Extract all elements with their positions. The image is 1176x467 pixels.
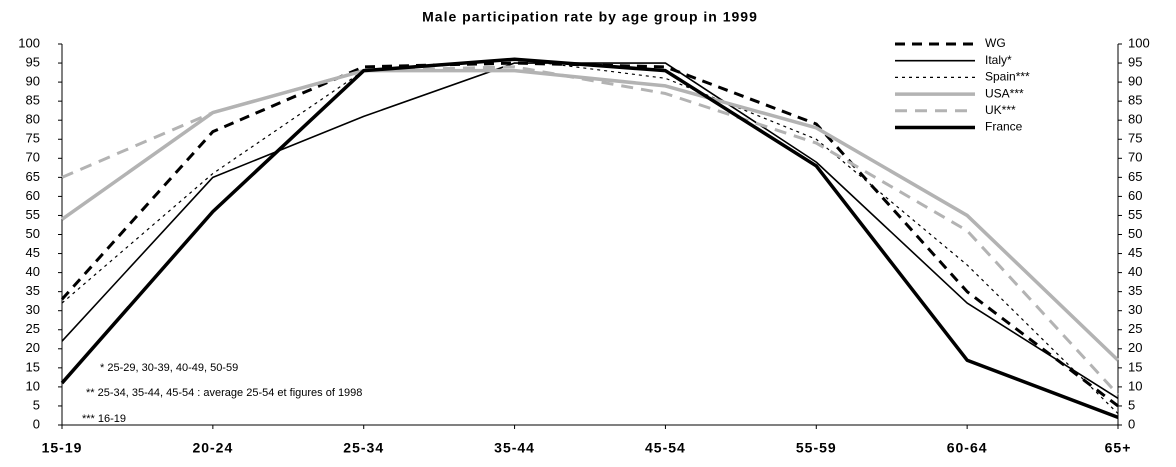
- y-tick-label: 30: [26, 302, 40, 317]
- y-tick-label: 5: [33, 397, 40, 412]
- x-tick-label: 35-44: [494, 440, 535, 456]
- x-tick-label: 20-24: [192, 440, 233, 456]
- y2-tick-label: 55: [1128, 207, 1142, 222]
- y2-tick-label: 40: [1128, 264, 1142, 279]
- y-tick-label: 80: [26, 112, 40, 127]
- y2-tick-label: 70: [1128, 150, 1142, 165]
- y2-tick-label: 100: [1128, 35, 1150, 50]
- y-tick-label: 60: [26, 188, 40, 203]
- y-tick-label: 65: [26, 169, 40, 184]
- legend-label: UK***: [985, 103, 1016, 117]
- y-tick-label: 10: [26, 378, 40, 393]
- y2-tick-label: 80: [1128, 112, 1142, 127]
- chart-title: Male participation rate by age group in …: [422, 9, 758, 25]
- y-tick-label: 75: [26, 131, 40, 146]
- y-tick-label: 20: [26, 340, 40, 355]
- x-tick-label: 15-19: [42, 440, 83, 456]
- y-tick-label: 100: [18, 35, 40, 50]
- legend-label: USA***: [985, 86, 1024, 100]
- y2-tick-label: 10: [1128, 378, 1142, 393]
- x-tick-label: 65+: [1105, 440, 1132, 456]
- annotation: ** 25-34, 35-44, 45-54 : average 25-54 e…: [86, 387, 362, 399]
- y-tick-label: 50: [26, 226, 40, 241]
- y-tick-label: 95: [26, 54, 40, 69]
- y-tick-label: 25: [26, 321, 40, 336]
- y2-tick-label: 65: [1128, 169, 1142, 184]
- y-tick-label: 40: [26, 264, 40, 279]
- y2-tick-label: 85: [1128, 93, 1142, 108]
- annotation: *** 16-19: [82, 413, 126, 425]
- y-tick-label: 15: [26, 359, 40, 374]
- y2-tick-label: 50: [1128, 226, 1142, 241]
- y-tick-label: 70: [26, 150, 40, 165]
- y-tick-label: 90: [26, 74, 40, 89]
- y-tick-label: 55: [26, 207, 40, 222]
- y2-tick-label: 30: [1128, 302, 1142, 317]
- y-tick-label: 85: [26, 93, 40, 108]
- x-tick-label: 60-64: [947, 440, 988, 456]
- series-line: [60, 61, 1119, 408]
- y-tick-label: 45: [26, 245, 40, 260]
- legend-label: Spain***: [985, 70, 1030, 84]
- y-tick-label: 0: [33, 416, 40, 431]
- series-line: [60, 68, 1120, 362]
- series-line: [60, 57, 1119, 420]
- y2-tick-label: 75: [1128, 131, 1142, 146]
- y2-tick-label: 20: [1128, 340, 1142, 355]
- x-tick-label: 55-59: [796, 440, 837, 456]
- y2-tick-label: 45: [1128, 245, 1142, 260]
- y2-tick-label: 35: [1128, 283, 1142, 298]
- legend-label: Italy*: [985, 53, 1012, 67]
- y-tick-label: 35: [26, 283, 40, 298]
- series-line: [61, 62, 1119, 400]
- y2-tick-label: 0: [1128, 416, 1135, 431]
- series-line: [61, 65, 1120, 396]
- legend-label: France: [985, 120, 1023, 134]
- annotation: * 25-29, 30-39, 40-49, 50-59: [100, 362, 238, 374]
- x-tick-label: 45-54: [645, 440, 686, 456]
- x-tick-label: 25-34: [343, 440, 384, 456]
- y2-tick-label: 15: [1128, 359, 1142, 374]
- y2-tick-label: 5: [1128, 397, 1135, 412]
- series-line: [61, 58, 1119, 414]
- y2-tick-label: 95: [1128, 54, 1142, 69]
- y2-tick-label: 90: [1128, 74, 1142, 89]
- legend-label: WG: [985, 36, 1006, 50]
- y2-tick-label: 25: [1128, 321, 1142, 336]
- y2-tick-label: 60: [1128, 188, 1142, 203]
